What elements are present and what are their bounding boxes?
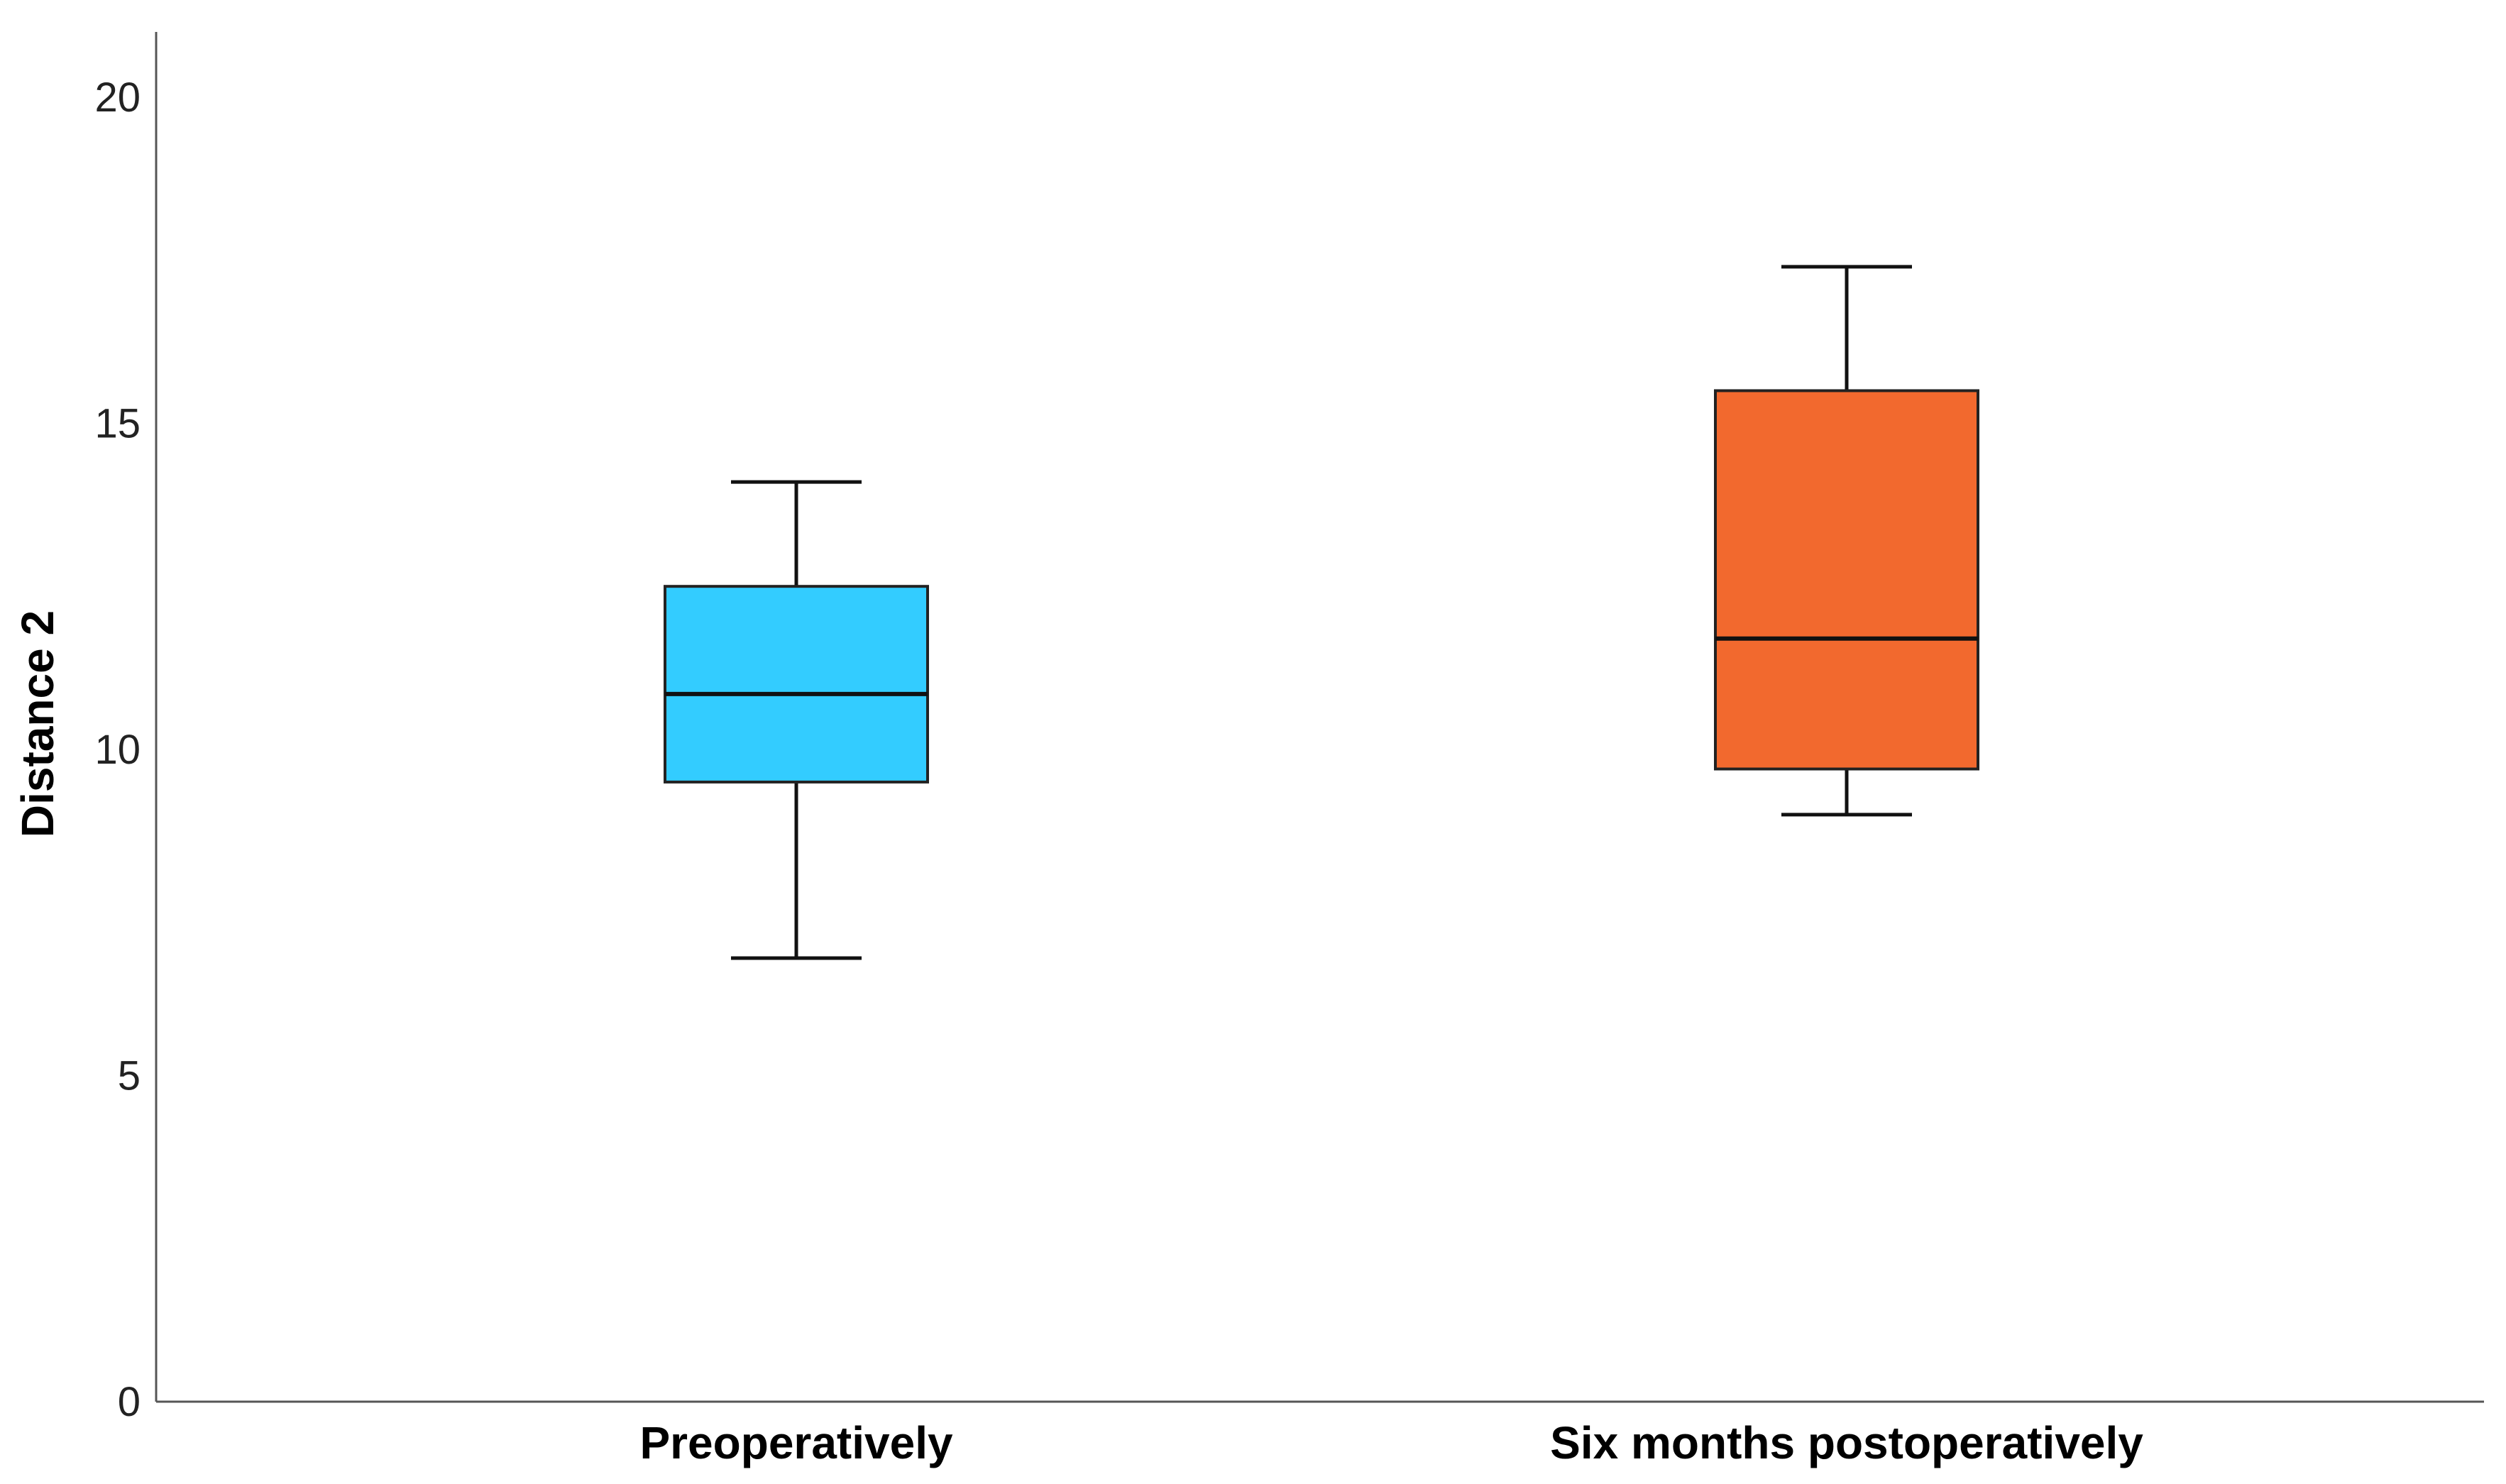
iqr-box: [664, 585, 929, 784]
y-tick-label: 15: [94, 400, 141, 446]
box-series: [664, 265, 1979, 960]
x-category-label: Six months postoperatively: [1550, 1417, 2143, 1468]
y-tick-label: 10: [94, 727, 141, 773]
y-tick-label: 20: [94, 75, 141, 121]
y-axis-title: Distance 2: [12, 610, 63, 837]
box-group: [1714, 265, 1979, 817]
y-tick-label: 5: [118, 1052, 141, 1099]
x-axis-labels: Preoperatively Six months postoperatively: [639, 1417, 2143, 1468]
box-group: [664, 480, 929, 960]
y-axis-ticks: 0 5 10 15 20: [94, 75, 141, 1425]
iqr-box: [1714, 389, 1979, 771]
x-category-label: Preoperatively: [639, 1417, 953, 1468]
y-tick-label: 0: [118, 1379, 141, 1425]
